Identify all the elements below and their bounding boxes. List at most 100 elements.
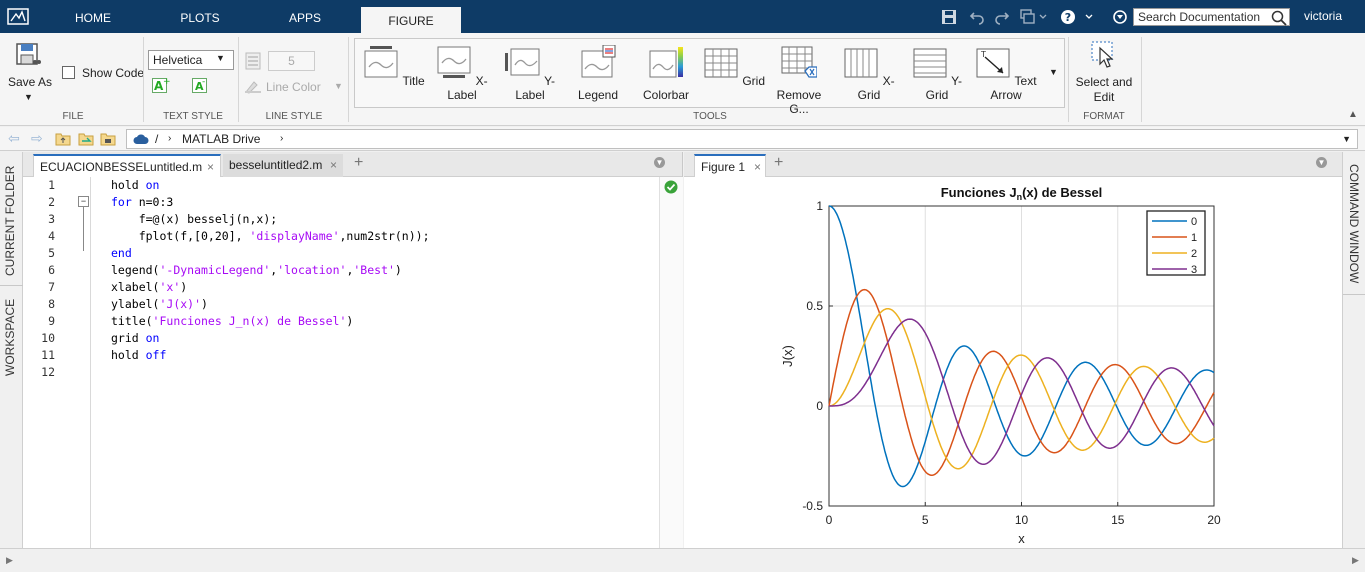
new-tab-plus-icon[interactable]: + xyxy=(354,154,364,171)
x-label-tool[interactable]: X-Label xyxy=(429,45,495,102)
check-ok-icon[interactable] xyxy=(664,180,678,194)
colorbar-tool-label: Colorbar xyxy=(642,88,690,102)
path-chevron-icon[interactable]: › xyxy=(168,133,172,144)
title-tool[interactable]: Title xyxy=(361,45,427,88)
save-icon[interactable] xyxy=(941,9,957,25)
close-icon[interactable]: × xyxy=(753,160,761,174)
code-line[interactable]: title('Funciones J_n(x) de Bessel') xyxy=(111,314,353,328)
line-number: 6 xyxy=(48,263,55,277)
increase-font-icon[interactable]: A + xyxy=(152,76,170,93)
path-dropdown-icon[interactable]: ▼ xyxy=(1342,134,1351,144)
user-account[interactable]: victoria xyxy=(1304,9,1343,23)
path-chevron-icon[interactable]: › xyxy=(280,133,284,144)
tab-plots[interactable]: PLOTS xyxy=(180,11,220,25)
code-token: ylabel( xyxy=(111,297,160,311)
back-icon[interactable]: ⇦ xyxy=(8,130,20,146)
keyword-token: for xyxy=(111,195,139,209)
x-tick-label: 15 xyxy=(1111,513,1125,527)
code-line[interactable]: ylabel('J(x)') xyxy=(111,297,208,311)
search-documentation-input[interactable]: Search Documentation xyxy=(1133,8,1290,26)
code-token: ) xyxy=(346,314,354,328)
save-as-icon[interactable] xyxy=(14,41,42,69)
string-token: 'J(x)' xyxy=(159,297,202,311)
figure-panel: Figure 1 × + ▼ 0 5 10 15 20 -0.5 0 0.5 1 Funcione… xyxy=(684,152,1342,548)
code-line[interactable]: for n=0:3 xyxy=(111,195,173,209)
remove-grid-tool[interactable]: Remove G... xyxy=(766,45,832,116)
legend-entry-3: 3 xyxy=(1191,264,1197,276)
editor-tab-besseluntitled2[interactable]: besseluntitled2.m × xyxy=(223,154,343,177)
path-matlab-drive[interactable]: MATLAB Drive xyxy=(182,132,261,146)
line-color-dropdown-icon[interactable]: ▼ xyxy=(334,81,343,91)
code-fold-icon[interactable]: − xyxy=(78,196,89,207)
code-line[interactable]: hold off xyxy=(111,348,166,362)
close-icon[interactable]: × xyxy=(329,158,337,172)
y-label-icon xyxy=(504,48,540,76)
x-grid-tool[interactable]: X-Grid xyxy=(836,45,902,102)
up-folder-icon[interactable] xyxy=(55,131,71,146)
legend-entry-1: 1 xyxy=(1191,232,1197,244)
figure-tab-label: Figure 1 xyxy=(701,160,746,174)
decrease-font-icon[interactable]: A- xyxy=(192,76,210,93)
code-line[interactable]: hold on xyxy=(111,178,159,192)
chart-title-part: (x) de Bessel xyxy=(1022,185,1102,200)
save-as-dropdown-icon[interactable]: ▼ xyxy=(24,92,33,102)
figure-tab[interactable]: Figure 1 × xyxy=(694,154,766,177)
search-icon[interactable] xyxy=(1271,10,1287,26)
current-folder-tab[interactable]: CURRENT FOLDER xyxy=(3,165,17,277)
undo-icon[interactable] xyxy=(969,9,985,25)
status-expand-right-icon[interactable]: ▶ xyxy=(1352,555,1359,565)
tools-gallery-expand-icon[interactable]: ▼ xyxy=(1049,67,1058,77)
help-icon[interactable]: ? xyxy=(1060,9,1096,25)
search-filter-icon[interactable] xyxy=(1113,9,1127,25)
browse-folder-icon[interactable] xyxy=(78,131,94,146)
status-expand-icon[interactable]: ▶ xyxy=(6,555,13,565)
keyword-token: end xyxy=(111,246,132,260)
code-line[interactable]: f=@(x) besselj(n,x); xyxy=(111,212,277,226)
show-code-checkbox[interactable] xyxy=(62,66,75,79)
workspace-tab[interactable]: WORKSPACE xyxy=(3,298,17,376)
switch-windows-icon[interactable] xyxy=(1020,9,1048,25)
y-axis-label: J(x) xyxy=(780,345,795,367)
grid-tool[interactable]: Grid xyxy=(701,45,767,88)
line-width-stepper[interactable]: 5 xyxy=(268,51,315,71)
path-field[interactable]: / › MATLAB Drive › ▼ xyxy=(126,129,1358,149)
select-and-edit-button[interactable]: Select and Edit xyxy=(1070,75,1138,105)
close-icon[interactable]: × xyxy=(206,160,214,174)
y-grid-tool[interactable]: Y-Grid xyxy=(904,45,970,102)
code-line[interactable]: fplot(f,[0,20], 'displayName',num2str(n)… xyxy=(111,229,430,243)
tab-home[interactable]: HOME xyxy=(75,11,111,25)
tab-apps[interactable]: APPS xyxy=(288,11,321,25)
series-line-0 xyxy=(828,205,1215,488)
code-line[interactable]: grid on xyxy=(111,331,159,345)
collapse-toolstrip-icon[interactable]: ▲ xyxy=(1348,109,1358,120)
command-window-tab[interactable]: COMMAND WINDOW xyxy=(1347,164,1361,284)
forward-icon[interactable]: ⇨ xyxy=(31,130,43,146)
font-select[interactable]: Helvetica xyxy=(148,50,234,70)
figure-options-chevron-icon[interactable]: ▼ xyxy=(1316,157,1327,168)
y-grid-tool-label: Y-Grid xyxy=(925,74,963,102)
series-line-1 xyxy=(828,288,1215,476)
save-as-button[interactable]: Save As xyxy=(8,75,53,89)
editor-options-chevron-icon[interactable]: ▼ xyxy=(654,157,665,168)
legend-tool[interactable]: Legend xyxy=(565,44,631,102)
line-color-button[interactable]: Line Color xyxy=(266,80,321,94)
folder-icon[interactable] xyxy=(100,131,116,146)
code-line[interactable]: xlabel('x') xyxy=(111,280,187,294)
series-line-3 xyxy=(829,318,1215,465)
select-and-edit-icon[interactable] xyxy=(1090,40,1118,68)
legend-entry-0: 0 xyxy=(1191,216,1197,228)
text-arrow-tool[interactable]: T Text Arrow xyxy=(973,45,1039,102)
section-line-style: LINE STYLE xyxy=(265,111,323,122)
code-line[interactable]: end xyxy=(111,246,132,260)
line-color-icon[interactable] xyxy=(244,78,262,94)
new-figure-plus-icon[interactable]: + xyxy=(774,154,784,171)
redo-icon[interactable] xyxy=(994,9,1010,25)
y-label-tool[interactable]: Y-Label xyxy=(497,45,563,102)
matlab-logo-icon[interactable] xyxy=(7,7,29,27)
editor-tab-ecuacionbessel[interactable]: ECUACIONBESSELuntitled.m × xyxy=(33,154,221,177)
tab-figure[interactable]: FIGURE xyxy=(361,5,461,36)
colorbar-tool[interactable]: Colorbar xyxy=(633,45,699,102)
font-select-chevron-icon[interactable]: ▼ xyxy=(216,53,225,63)
code-line[interactable]: legend('-DynamicLegend','location','Best… xyxy=(111,263,402,277)
